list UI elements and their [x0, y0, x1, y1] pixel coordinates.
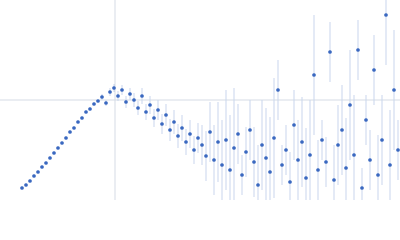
data-point — [256, 183, 260, 187]
data-point — [384, 13, 388, 17]
data-point — [48, 156, 52, 160]
data-point — [292, 123, 296, 127]
data-point — [24, 183, 28, 187]
data-point — [36, 170, 40, 174]
data-point — [288, 180, 292, 184]
data-point — [32, 174, 36, 178]
data-point — [264, 156, 268, 160]
data-point — [132, 98, 136, 102]
data-point — [80, 116, 84, 120]
chart — [0, 0, 400, 200]
data-point — [92, 102, 96, 106]
data-point — [220, 163, 224, 167]
data-point — [128, 92, 132, 96]
data-point — [20, 186, 24, 190]
data-point — [356, 48, 360, 52]
data-point — [228, 168, 232, 172]
data-point — [280, 163, 284, 167]
data-point — [76, 120, 80, 124]
data-point — [392, 88, 396, 92]
data-point — [112, 86, 116, 90]
data-point — [332, 178, 336, 182]
data-point — [184, 140, 188, 144]
data-point — [44, 161, 48, 165]
data-point — [352, 153, 356, 157]
data-point — [324, 160, 328, 164]
data-point — [152, 116, 156, 120]
data-point — [108, 90, 112, 94]
data-point — [124, 100, 128, 104]
data-point — [252, 160, 256, 164]
data-point — [100, 95, 104, 99]
data-point — [372, 68, 376, 72]
data-point — [236, 132, 240, 136]
data-point — [348, 103, 352, 107]
data-point — [168, 128, 172, 132]
data-point — [68, 130, 72, 134]
data-point — [136, 106, 140, 110]
data-point — [276, 88, 280, 92]
data-point — [364, 118, 368, 122]
data-point — [156, 108, 160, 112]
data-point — [60, 141, 64, 145]
data-point — [380, 138, 384, 142]
data-point — [28, 179, 32, 183]
data-point — [316, 168, 320, 172]
data-point — [84, 110, 88, 114]
data-point — [72, 126, 76, 130]
data-point — [360, 186, 364, 190]
data-point — [336, 143, 340, 147]
data-point — [116, 94, 120, 98]
data-point — [216, 140, 220, 144]
data-point — [208, 130, 212, 134]
data-point — [304, 176, 308, 180]
data-point — [200, 143, 204, 147]
data-point — [300, 140, 304, 144]
data-point — [164, 113, 168, 117]
data-point — [388, 163, 392, 167]
data-point — [284, 148, 288, 152]
data-point — [40, 165, 44, 169]
data-point — [196, 136, 200, 140]
data-point — [180, 126, 184, 130]
data-point — [312, 73, 316, 77]
data-point — [396, 148, 400, 152]
data-point — [140, 94, 144, 98]
data-point — [212, 158, 216, 162]
data-point — [340, 128, 344, 132]
data-point — [96, 99, 100, 103]
data-point — [232, 146, 236, 150]
data-point — [172, 120, 176, 124]
data-point — [188, 132, 192, 136]
data-point — [368, 158, 372, 162]
data-point — [204, 154, 208, 158]
data-point — [376, 173, 380, 177]
data-point — [148, 103, 152, 107]
data-point — [88, 107, 92, 111]
data-point — [120, 88, 124, 92]
data-point — [192, 148, 196, 152]
data-point — [260, 143, 264, 147]
data-point — [160, 122, 164, 126]
data-point — [296, 158, 300, 162]
data-point — [244, 150, 248, 154]
data-point — [268, 170, 272, 174]
data-point — [224, 138, 228, 142]
data-point — [320, 138, 324, 142]
data-point — [52, 151, 56, 155]
data-point — [56, 146, 60, 150]
data-point — [104, 101, 108, 105]
data-point — [248, 128, 252, 132]
data-point — [240, 173, 244, 177]
data-point — [64, 136, 68, 140]
data-point — [308, 153, 312, 157]
data-point — [328, 50, 332, 54]
data-point — [344, 166, 348, 170]
data-point — [176, 134, 180, 138]
data-point — [272, 136, 276, 140]
data-point — [144, 110, 148, 114]
